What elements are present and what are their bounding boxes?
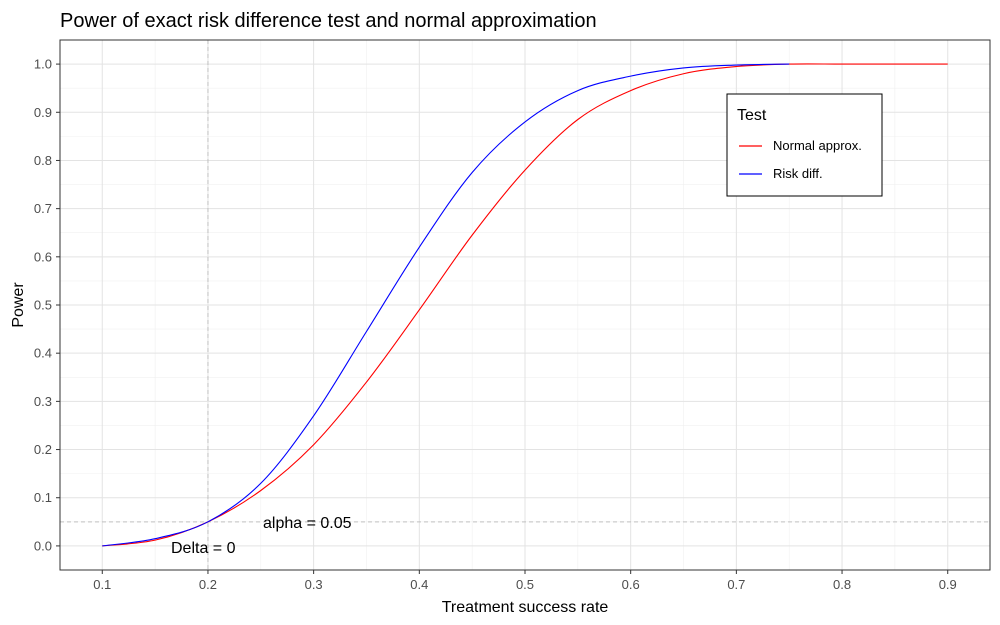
x-tick-label: 0.8: [833, 577, 851, 592]
x-tick-label: 0.2: [199, 577, 217, 592]
legend: Test Normal approx. Risk diff.: [726, 93, 883, 197]
y-tick-label: 0.0: [34, 538, 52, 553]
y-tick-label: 0.9: [34, 105, 52, 120]
y-axis-label: Power: [10, 282, 27, 328]
annotation-alpha: alpha = 0.05: [263, 515, 352, 532]
x-tick-label: 0.6: [622, 577, 640, 592]
series-line-risk-diff: [102, 63, 790, 547]
series-line-normal-approx: [102, 63, 948, 547]
y-tick-label: 0.7: [34, 201, 52, 216]
y-tick-label: 0.5: [34, 298, 52, 313]
y-tick-label: 0.1: [34, 490, 52, 505]
x-tick-label: 0.5: [516, 577, 534, 592]
legend-box: [726, 93, 883, 197]
legend-label-normal-approx: Normal approx.: [773, 138, 862, 153]
x-tick-label: 0.4: [410, 577, 428, 592]
reference-lines: [60, 40, 990, 570]
y-tick-label: 0.4: [34, 346, 52, 361]
y-tick-label: 0.3: [34, 394, 52, 409]
legend-label-risk-diff: Risk diff.: [773, 166, 823, 181]
y-tick-label: 0.2: [34, 442, 52, 457]
x-tick-label: 0.3: [305, 577, 323, 592]
y-tick-label: 0.6: [34, 249, 52, 264]
y-axis-ticks: 0.0 0.1 0.2 0.3 0.4 0.5 0.6 0.7 0.8 0.9 1.0: [34, 57, 60, 553]
y-tick-label: 1.0: [34, 57, 52, 72]
series-layer: [102, 63, 948, 547]
x-tick-label: 0.7: [727, 577, 745, 592]
x-axis-label: Treatment success rate: [442, 599, 609, 616]
chart-title: Power of exact risk difference test and …: [60, 10, 597, 32]
annotation-delta: Delta = 0: [171, 540, 236, 557]
x-axis-ticks: 0.1 0.2 0.3 0.4 0.5 0.6 0.7 0.8 0.9: [93, 570, 957, 592]
y-tick-label: 0.8: [34, 153, 52, 168]
x-tick-label: 0.1: [93, 577, 111, 592]
x-tick-label: 0.9: [939, 577, 957, 592]
legend-title: Test: [737, 107, 767, 124]
